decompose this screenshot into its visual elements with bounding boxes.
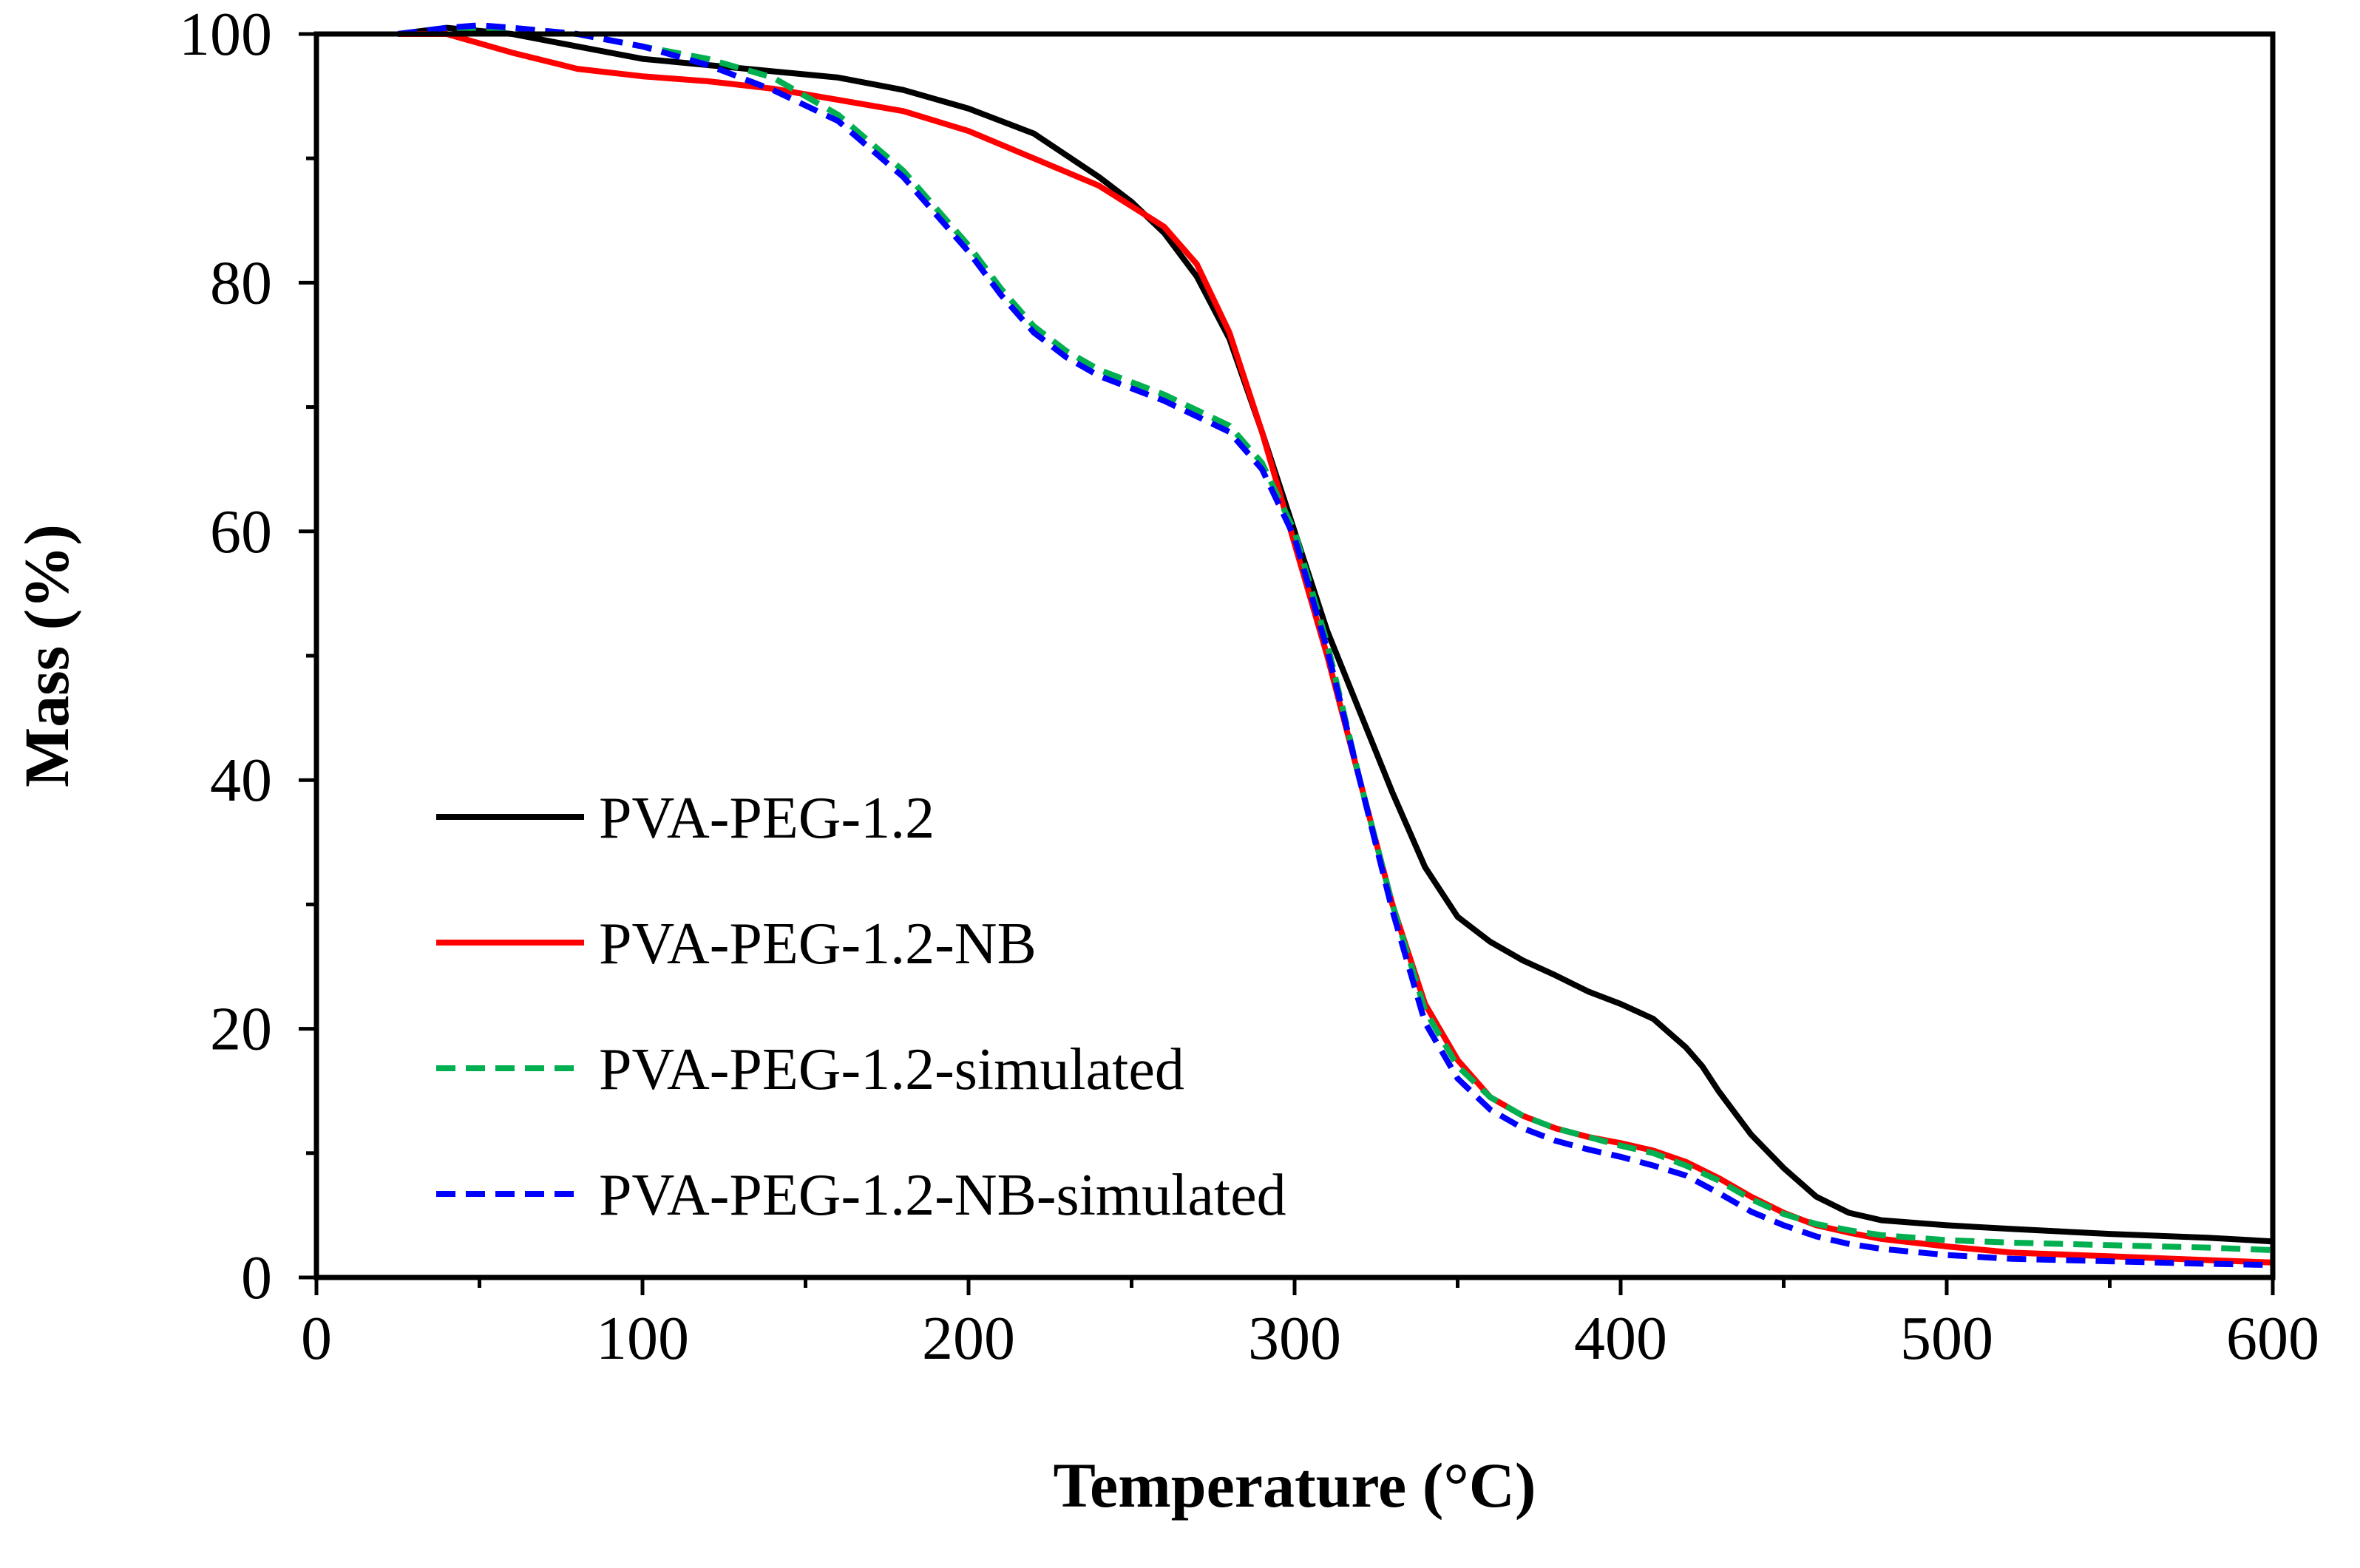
- x-tick-label: 600: [2226, 1304, 2319, 1373]
- x-tick-label: 400: [1574, 1304, 1667, 1373]
- legend-label: PVA-PEG-1.2-simulated: [599, 1037, 1184, 1102]
- y-tick-label: 100: [179, 0, 272, 69]
- legend-label: PVA-PEG-1.2-NB: [599, 912, 1037, 977]
- labels-layer: 0 100 200 300 400 500 600 0 20 40 60 80 100: [179, 0, 2319, 1373]
- series-line-4: [397, 22, 2273, 1269]
- y-tick-label: 80: [210, 248, 272, 317]
- series-line-3: [397, 24, 2273, 1253]
- y-tick-label: 20: [210, 995, 272, 1064]
- x-tick-label: 0: [301, 1304, 332, 1373]
- x-tick-label: 500: [1900, 1304, 1993, 1373]
- y-tick-label: 0: [241, 1243, 272, 1312]
- y-axis-title: Mass (%): [11, 524, 82, 787]
- legend-label: PVA-PEG-1.2: [599, 786, 935, 851]
- y-tick-label: 60: [210, 498, 272, 566]
- series-layer: [397, 22, 2273, 1269]
- x-axis-title: Temperature (°C): [1054, 1450, 1536, 1521]
- series-line-1: [397, 24, 2273, 1245]
- legend: PVA-PEG-1.2 PVA-PEG-1.2-NB PVA-PEG-1.2-sim…: [436, 786, 1286, 1228]
- ticks-layer: [299, 32, 2275, 1295]
- x-tick-label: 200: [922, 1304, 1015, 1373]
- x-tick-label: 100: [596, 1304, 689, 1373]
- legend-label: PVA-PEG-1.2-NB-simulated: [599, 1163, 1286, 1228]
- y-tick-label: 40: [210, 746, 272, 815]
- x-tick-label: 300: [1248, 1304, 1341, 1373]
- plot-frame: [313, 31, 2276, 1280]
